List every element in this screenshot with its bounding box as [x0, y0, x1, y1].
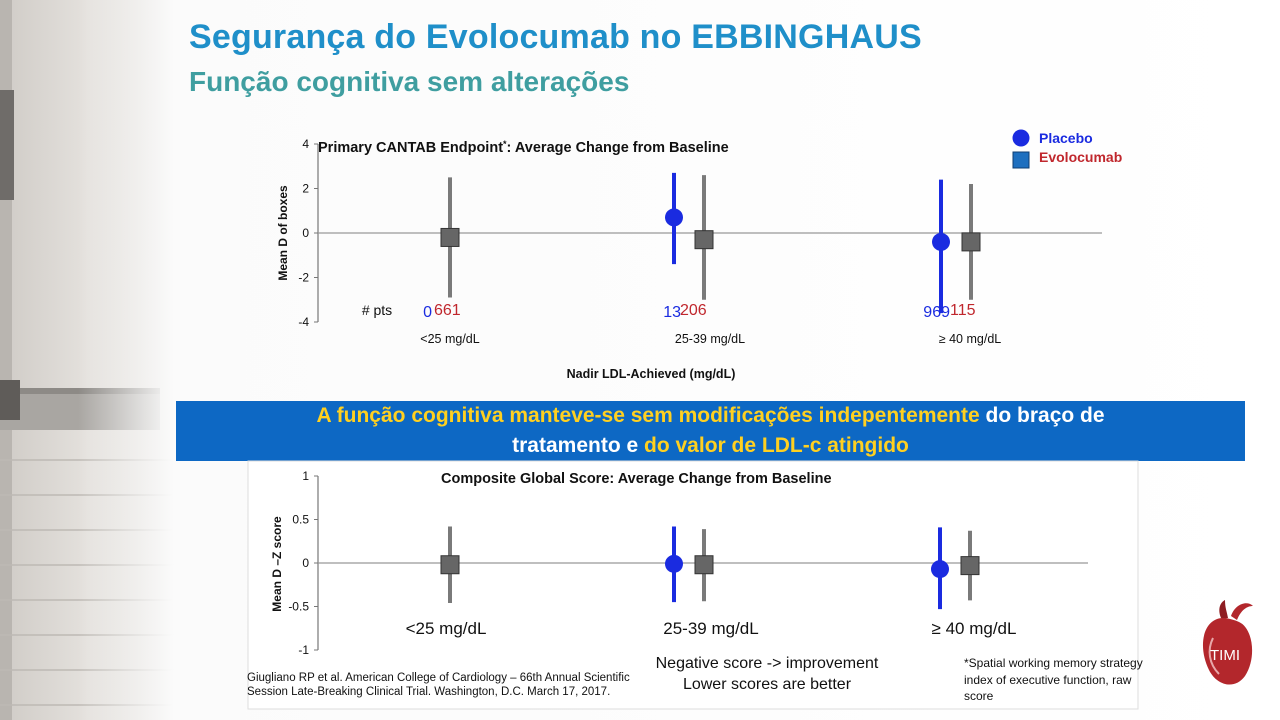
- npts-label: # pts: [362, 302, 392, 318]
- evolocumab-point: [694, 230, 714, 250]
- y-tick-label: 0.5: [292, 513, 309, 527]
- slide-title: Segurança do Evolocumab no EBBINGHAUS: [189, 18, 922, 56]
- placebo-n-label: 969: [923, 304, 950, 321]
- y-tick-label: -4: [298, 315, 309, 329]
- interpretation-line-1: Negative score -> improvement: [655, 655, 879, 672]
- legend: Placebo Evolocumab: [1012, 129, 1122, 169]
- y-tick-label: 4: [302, 137, 309, 151]
- chart-title: Primary CANTAB Endpoint*: Average Change…: [318, 139, 729, 156]
- y-tick-label: 1: [302, 469, 309, 483]
- y-tick-label: 0: [302, 556, 309, 570]
- y-axis-label: Mean D of boxes: [276, 185, 290, 281]
- banner-line-2: tratamento e do valor de LDL-c atingido: [512, 431, 909, 461]
- timi-logo-text: TIMI: [1210, 647, 1240, 664]
- category-label: ≥ 40 mg/dL: [939, 332, 1001, 346]
- footnote: *Spatial working memory strategy index o…: [964, 656, 1143, 703]
- key-message-banner: A função cognitiva manteve-se sem modifi…: [176, 401, 1245, 461]
- banner-text-1: do braço de: [979, 404, 1105, 427]
- legend-placebo-marker: [1012, 129, 1030, 147]
- legend-evolocumab-marker: [1012, 151, 1030, 169]
- placebo-n-label: 0: [423, 304, 432, 321]
- banner-line-1: A função cognitiva manteve-se sem modifi…: [316, 401, 1104, 431]
- legend-placebo-label: Placebo: [1039, 130, 1093, 146]
- evolocumab-point: [440, 227, 460, 247]
- evolocumab-point: [694, 555, 714, 575]
- y-tick-label: 2: [302, 182, 309, 196]
- placebo-point: [665, 554, 683, 573]
- banner-highlight-1: A função cognitiva manteve-se sem modifi…: [316, 404, 980, 427]
- category-label: ≥ 40 mg/dL: [932, 619, 1017, 638]
- placebo-point: [932, 232, 950, 251]
- evolocumab-point: [960, 556, 980, 576]
- category-label: 25-39 mg/dL: [675, 332, 745, 346]
- evolocumab-n-label: 115: [950, 302, 976, 319]
- y-axis-label: Mean D –Z score: [270, 516, 284, 612]
- category-label: <25 mg/dL: [420, 332, 479, 346]
- category-label: <25 mg/dL: [406, 619, 487, 638]
- y-tick-label: -2: [298, 271, 309, 285]
- placebo-point: [665, 208, 683, 227]
- timi-logo: TIMI: [1202, 600, 1253, 685]
- placebo-n-label: 13: [663, 304, 681, 321]
- evolocumab-point: [440, 555, 460, 575]
- interpretation-note: Negative score -> improvement Lower scor…: [632, 653, 902, 695]
- y-tick-label: -1: [298, 643, 309, 657]
- evolocumab-n-label: 661: [434, 302, 461, 319]
- slide-subtitle: Função cognitiva sem alterações: [189, 66, 630, 97]
- category-label: 25-39 mg/dL: [663, 619, 758, 638]
- evolocumab-n-label: 206: [680, 302, 707, 319]
- chart-title: Composite Global Score: Average Change f…: [441, 471, 832, 487]
- y-tick-label: 0: [302, 226, 309, 240]
- y-tick-label: -0.5: [288, 600, 309, 614]
- placebo-point: [931, 560, 949, 579]
- interpretation-line-2: Lower scores are better: [682, 676, 852, 693]
- evolocumab-point: [961, 232, 981, 252]
- legend-evolocumab-label: Evolocumab: [1039, 149, 1122, 165]
- citation: Giugliano RP et al. American College of …: [247, 672, 630, 698]
- banner-highlight-2: do valor de LDL-c atingido: [644, 434, 909, 457]
- banner-text-2: tratamento e: [512, 434, 645, 457]
- x-axis-label: Nadir LDL-Achieved (mg/dL): [567, 367, 736, 381]
